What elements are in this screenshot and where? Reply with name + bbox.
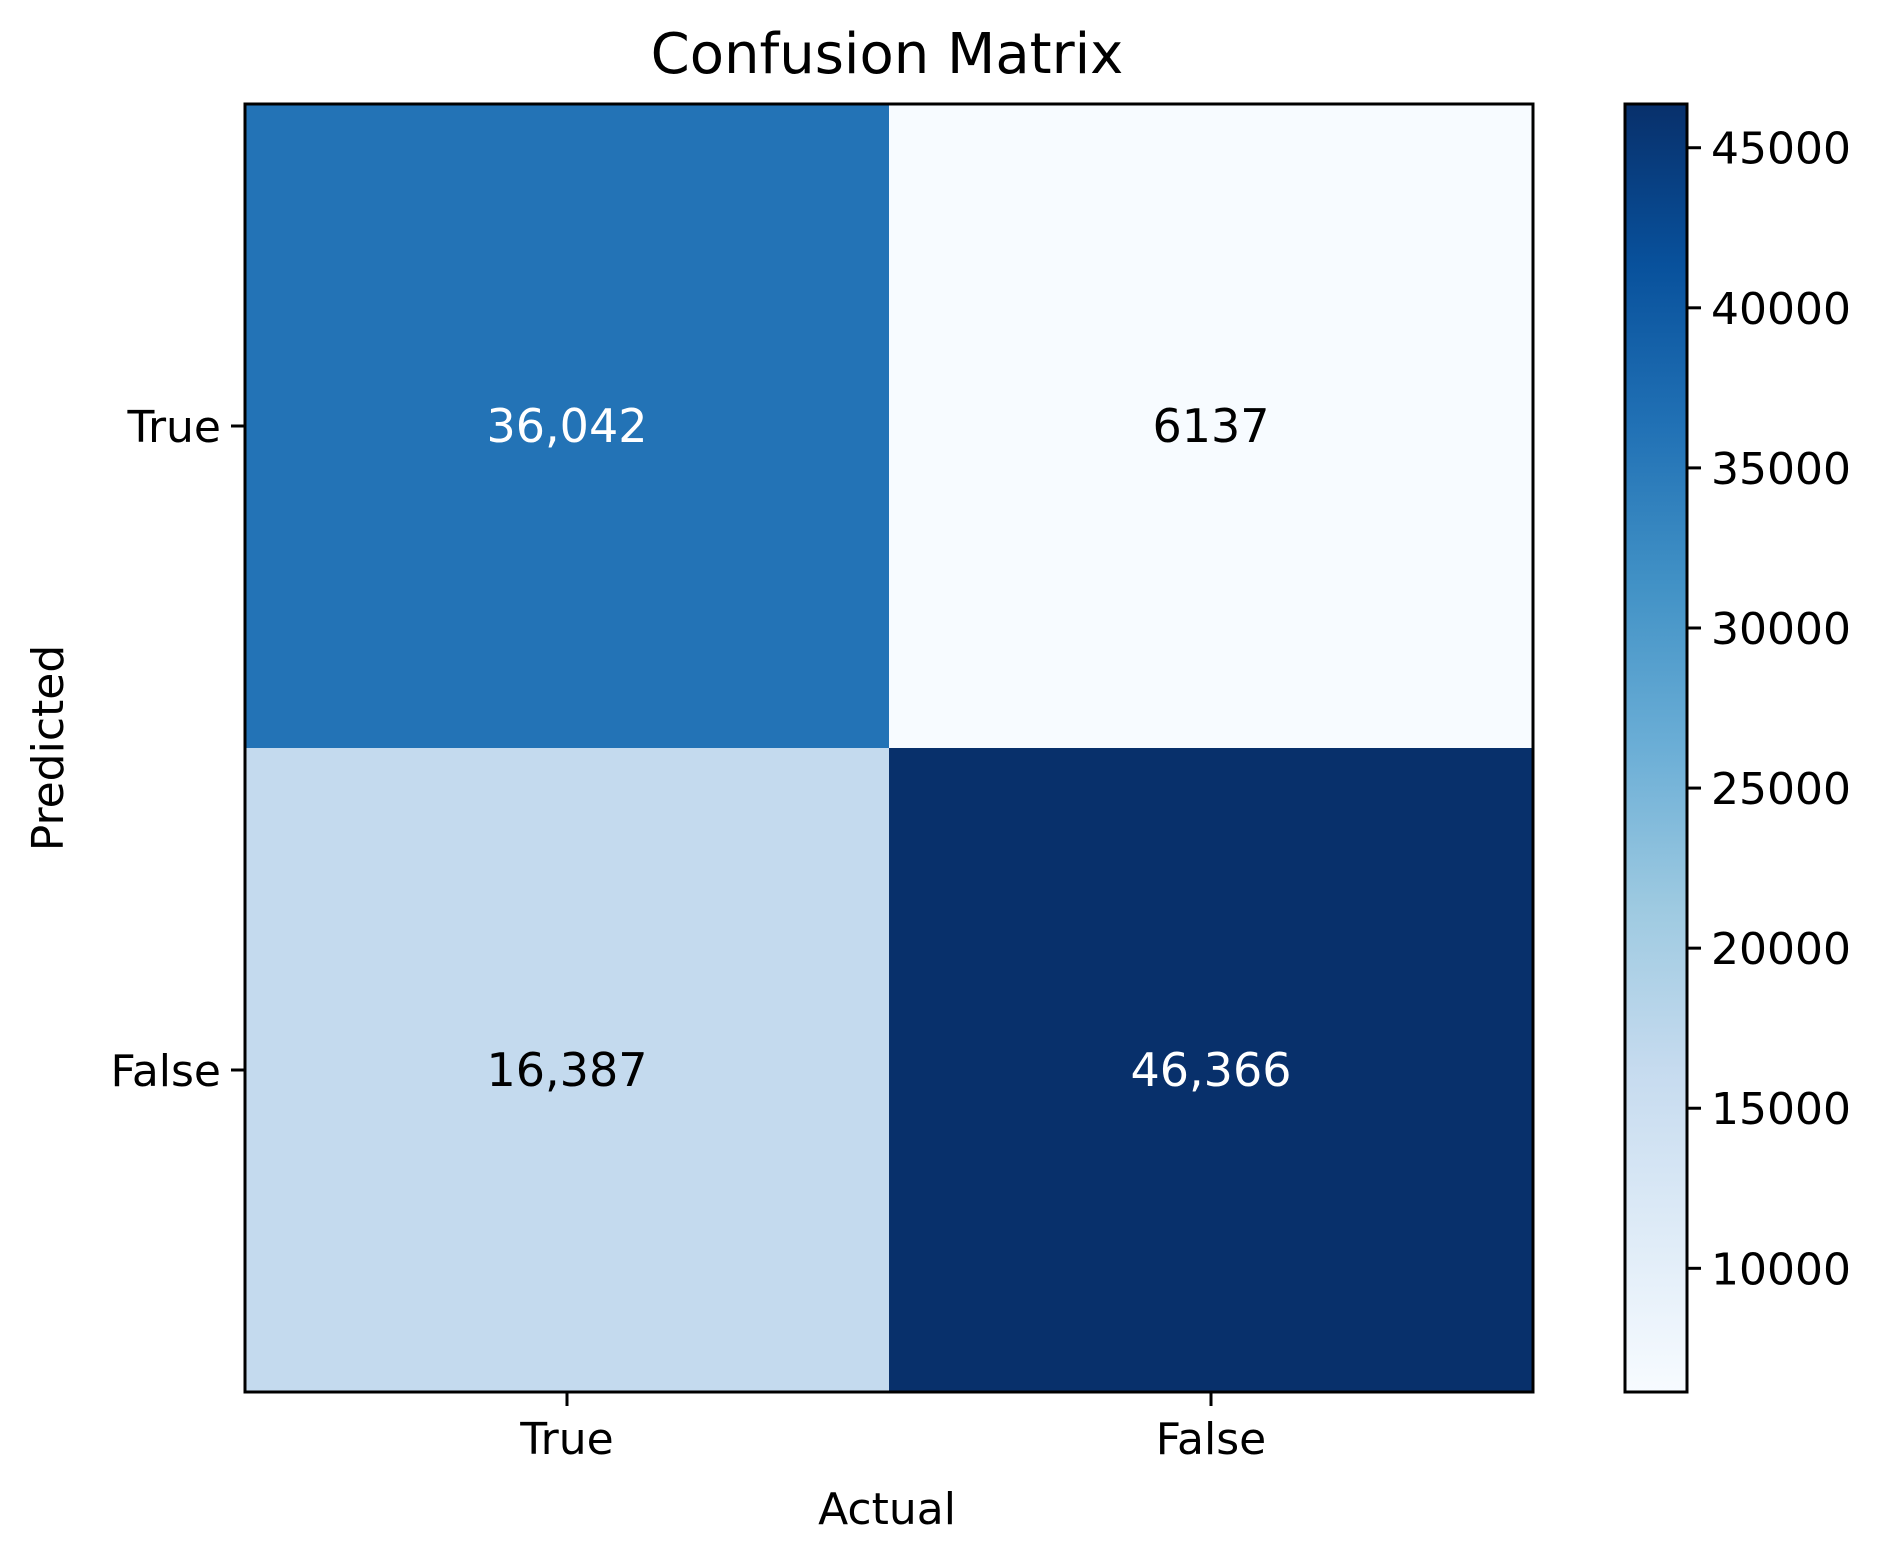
x-tick-label-0: True [519, 1414, 613, 1465]
y-tick-label-0: True [127, 402, 221, 453]
x-axis-ticks: True False [519, 1392, 1266, 1465]
y-tick-label-1: False [111, 1046, 221, 1097]
colorbar-tick-label-5: 35000 [1711, 444, 1851, 495]
y-axis-label: Predicted [23, 645, 74, 852]
colorbar-tick-label-6: 40000 [1711, 284, 1851, 335]
heatmap-cell-r0-c0 [245, 104, 889, 748]
colorbar-tick-label-4: 30000 [1711, 604, 1851, 655]
heatmap-cell-r1-c1 [889, 748, 1533, 1392]
x-axis-label: Actual [818, 1484, 956, 1535]
chart-title: Confusion Matrix [651, 22, 1124, 87]
colorbar-tick-label-3: 25000 [1711, 764, 1851, 815]
cell-value-label-r1-c1: 46,366 [1131, 1043, 1292, 1097]
cell-value-label-r0-c1: 6137 [1152, 399, 1269, 453]
heatmap-cell-r0-c1 [889, 104, 1533, 748]
colorbar-ticks: 10000 15000 20000 25000 30000 35000 40000 45000 [1687, 124, 1851, 1295]
colorbar-tick-label-2: 20000 [1711, 924, 1851, 975]
colorbar-tick-label-1: 15000 [1711, 1084, 1851, 1135]
heatmap-cell-labels: 36,042 6137 16,387 46,366 [487, 399, 1292, 1097]
heatmap-cell-r1-c0 [245, 748, 889, 1392]
y-axis-ticks: True False [111, 402, 245, 1097]
colorbar [1623, 102, 1689, 1394]
colorbar-tick-label-7: 45000 [1711, 124, 1851, 175]
cell-value-label-r1-c0: 16,387 [487, 1043, 648, 1097]
cell-value-label-r0-c0: 36,042 [487, 399, 648, 453]
colorbar-tick-label-0: 10000 [1711, 1244, 1851, 1295]
x-tick-label-1: False [1156, 1414, 1266, 1465]
plot-frame [243, 102, 1535, 1394]
heatmap-cells [245, 104, 1533, 1392]
